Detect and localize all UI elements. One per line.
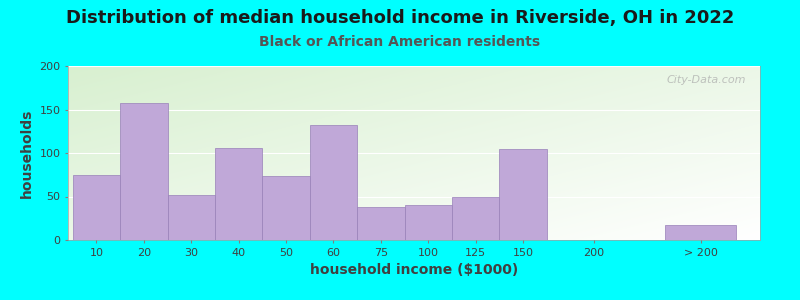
Bar xyxy=(215,148,262,240)
Bar xyxy=(452,197,499,240)
Bar xyxy=(499,148,546,240)
Bar xyxy=(73,175,120,240)
Bar xyxy=(120,103,167,240)
Y-axis label: households: households xyxy=(20,108,34,198)
Text: Black or African American residents: Black or African American residents xyxy=(259,34,541,49)
X-axis label: household income ($1000): household income ($1000) xyxy=(310,263,518,277)
Text: City-Data.com: City-Data.com xyxy=(666,75,746,85)
Text: Distribution of median household income in Riverside, OH in 2022: Distribution of median household income … xyxy=(66,9,734,27)
Bar xyxy=(262,176,310,240)
Bar xyxy=(310,125,357,240)
Bar xyxy=(357,207,405,240)
Bar xyxy=(167,195,215,240)
Bar xyxy=(405,205,452,240)
Bar xyxy=(666,225,736,240)
